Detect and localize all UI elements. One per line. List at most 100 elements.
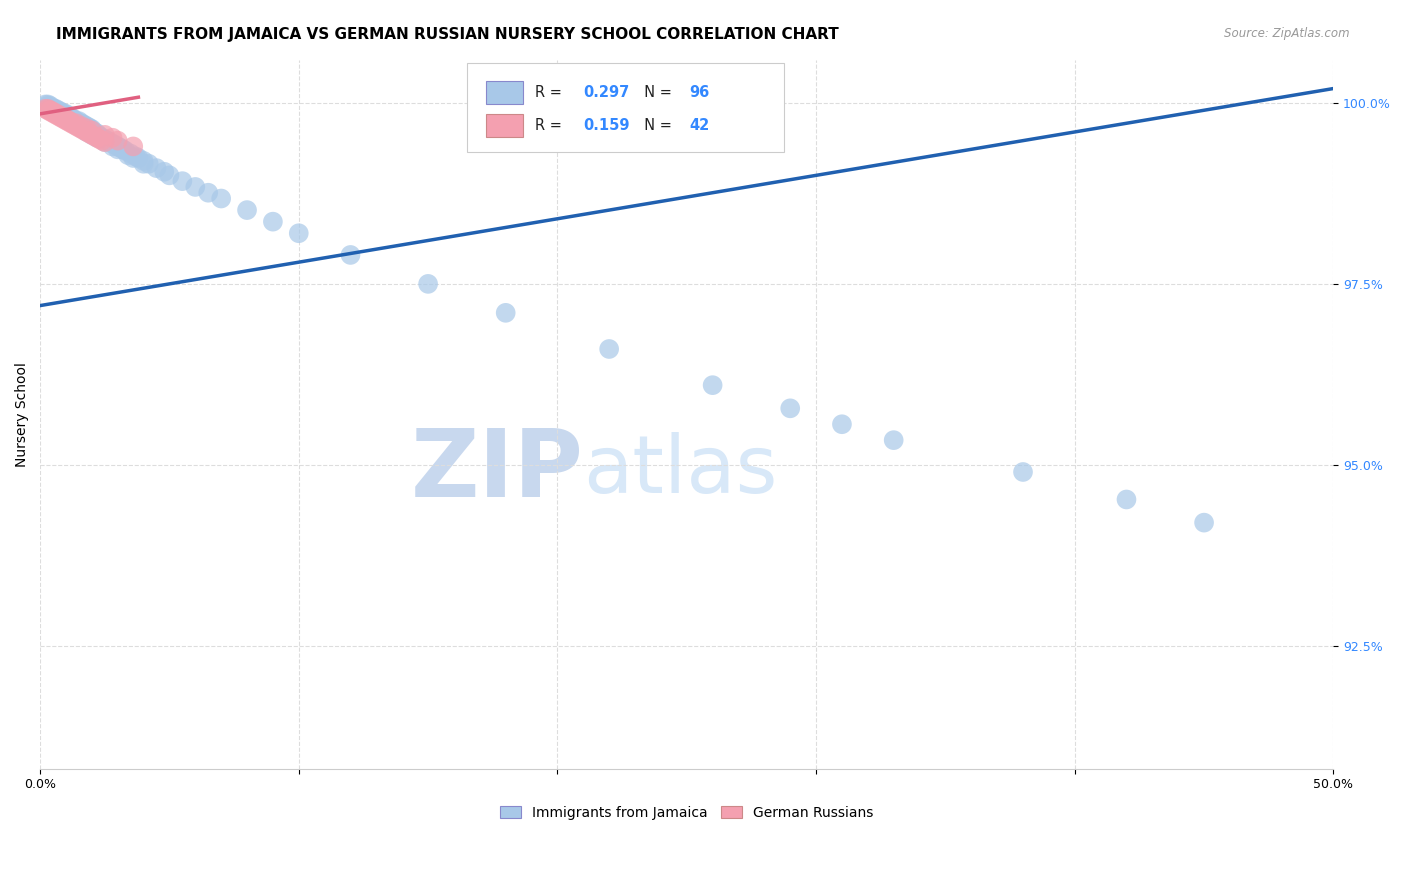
Point bbox=[76, 119, 98, 133]
Point bbox=[132, 153, 155, 168]
Point bbox=[110, 141, 132, 155]
Point bbox=[83, 129, 105, 144]
Point bbox=[96, 134, 118, 148]
Point bbox=[107, 134, 129, 148]
Point bbox=[98, 135, 121, 149]
Point bbox=[49, 107, 72, 121]
FancyBboxPatch shape bbox=[467, 63, 783, 152]
Point bbox=[45, 102, 67, 116]
Point bbox=[89, 132, 111, 146]
FancyBboxPatch shape bbox=[486, 81, 523, 104]
Point bbox=[46, 105, 69, 120]
Point bbox=[159, 169, 181, 183]
Point bbox=[39, 104, 62, 119]
Point bbox=[70, 122, 93, 136]
Point bbox=[58, 111, 80, 125]
Text: IMMIGRANTS FROM JAMAICA VS GERMAN RUSSIAN NURSERY SCHOOL CORRELATION CHART: IMMIGRANTS FROM JAMAICA VS GERMAN RUSSIA… bbox=[56, 27, 839, 42]
Point bbox=[39, 100, 62, 114]
Point bbox=[39, 103, 62, 118]
Point bbox=[122, 139, 145, 153]
Text: R =: R = bbox=[536, 118, 567, 133]
Point bbox=[45, 106, 67, 120]
Point bbox=[86, 128, 108, 142]
Point bbox=[76, 121, 98, 136]
Point bbox=[49, 104, 72, 119]
Point bbox=[46, 103, 69, 118]
Point bbox=[58, 109, 80, 123]
Point bbox=[80, 128, 103, 142]
Y-axis label: Nursery School: Nursery School bbox=[15, 361, 30, 467]
Point bbox=[65, 116, 87, 130]
Point bbox=[58, 113, 80, 128]
Point bbox=[80, 123, 103, 137]
Point bbox=[46, 107, 69, 121]
Point bbox=[86, 130, 108, 145]
Point bbox=[104, 138, 127, 153]
Point bbox=[55, 112, 77, 126]
Text: N =: N = bbox=[636, 86, 676, 100]
Point bbox=[60, 115, 83, 129]
Point bbox=[107, 142, 129, 156]
Point bbox=[107, 139, 129, 153]
Point bbox=[46, 106, 69, 120]
Point bbox=[86, 127, 108, 141]
Point bbox=[52, 109, 75, 123]
Point bbox=[184, 180, 207, 194]
Point bbox=[101, 136, 124, 151]
Point bbox=[52, 106, 75, 120]
Point bbox=[62, 113, 84, 128]
Text: 42: 42 bbox=[689, 118, 710, 133]
Point bbox=[55, 113, 77, 128]
Point bbox=[111, 142, 134, 156]
Point bbox=[77, 122, 100, 136]
Point bbox=[60, 112, 83, 126]
Point bbox=[1192, 516, 1215, 530]
Point bbox=[1115, 492, 1137, 507]
Point bbox=[80, 123, 103, 137]
Point bbox=[73, 119, 96, 133]
Text: 96: 96 bbox=[689, 86, 710, 100]
Point bbox=[101, 130, 124, 145]
Point bbox=[65, 115, 87, 129]
Point bbox=[831, 417, 853, 432]
Point bbox=[262, 214, 284, 228]
Legend: Immigrants from Jamaica, German Russians: Immigrants from Jamaica, German Russians bbox=[495, 800, 879, 825]
Point bbox=[70, 118, 93, 132]
Point bbox=[94, 128, 117, 142]
Point bbox=[42, 102, 65, 116]
Point bbox=[89, 129, 111, 144]
Point bbox=[45, 104, 67, 119]
Point bbox=[125, 150, 148, 164]
Point bbox=[77, 127, 100, 141]
Point bbox=[62, 118, 84, 132]
Point bbox=[94, 135, 117, 149]
Point bbox=[46, 109, 69, 123]
Point bbox=[101, 139, 124, 153]
Point bbox=[42, 103, 65, 118]
Point bbox=[1012, 465, 1035, 479]
Point bbox=[55, 112, 77, 126]
Point bbox=[73, 123, 96, 137]
Text: atlas: atlas bbox=[583, 432, 778, 510]
Point bbox=[80, 122, 103, 136]
Point bbox=[49, 109, 72, 123]
Point bbox=[83, 127, 105, 141]
Point bbox=[91, 134, 114, 148]
Point bbox=[39, 99, 62, 113]
Point bbox=[67, 120, 90, 135]
Point bbox=[702, 378, 724, 392]
Point bbox=[287, 226, 309, 240]
Point bbox=[34, 102, 56, 116]
Point bbox=[132, 157, 155, 171]
Point bbox=[70, 121, 93, 136]
Point bbox=[65, 114, 87, 128]
Point bbox=[42, 104, 65, 119]
Point bbox=[67, 116, 90, 130]
Point bbox=[73, 118, 96, 132]
Text: Source: ZipAtlas.com: Source: ZipAtlas.com bbox=[1225, 27, 1350, 40]
Point bbox=[52, 108, 75, 122]
Point bbox=[37, 102, 59, 116]
Point bbox=[37, 103, 59, 118]
Point bbox=[45, 107, 67, 121]
Point bbox=[86, 130, 108, 145]
